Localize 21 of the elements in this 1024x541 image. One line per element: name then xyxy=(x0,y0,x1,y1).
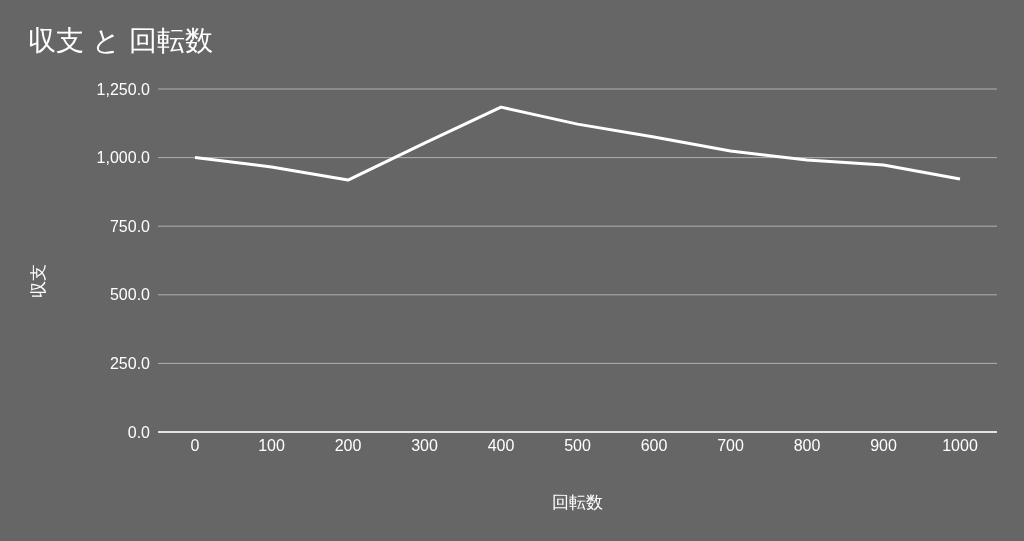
x-tick-label: 400 xyxy=(487,437,515,455)
y-tick-label: 500.0 xyxy=(109,286,151,304)
y-tick-label: 250.0 xyxy=(109,355,151,373)
y-tick-label: 1,000.0 xyxy=(96,149,151,167)
chart-title: 収支 と 回転数 xyxy=(28,24,213,58)
y-tick-label: 750.0 xyxy=(109,217,151,235)
y-tick-label: 1,250.0 xyxy=(96,80,151,98)
x-tick-label: 500 xyxy=(564,437,591,455)
x-tick-label: 1000 xyxy=(942,437,978,455)
x-tick-label: 200 xyxy=(334,437,362,455)
x-tick-label: 800 xyxy=(793,437,821,455)
x-tick-label: 300 xyxy=(411,437,438,455)
x-tick-label: 100 xyxy=(258,437,285,455)
line-series xyxy=(193,105,962,182)
x-axis-title: 回転数 xyxy=(551,491,603,514)
x-tick-label: 0 xyxy=(190,437,200,455)
x-tick-label: 600 xyxy=(640,437,668,455)
y-axis-title: 収支 xyxy=(27,264,49,298)
x-tick-label: 900 xyxy=(870,437,897,455)
y-tick-label: 0.0 xyxy=(127,423,151,441)
x-tick-label: 700 xyxy=(717,437,744,455)
